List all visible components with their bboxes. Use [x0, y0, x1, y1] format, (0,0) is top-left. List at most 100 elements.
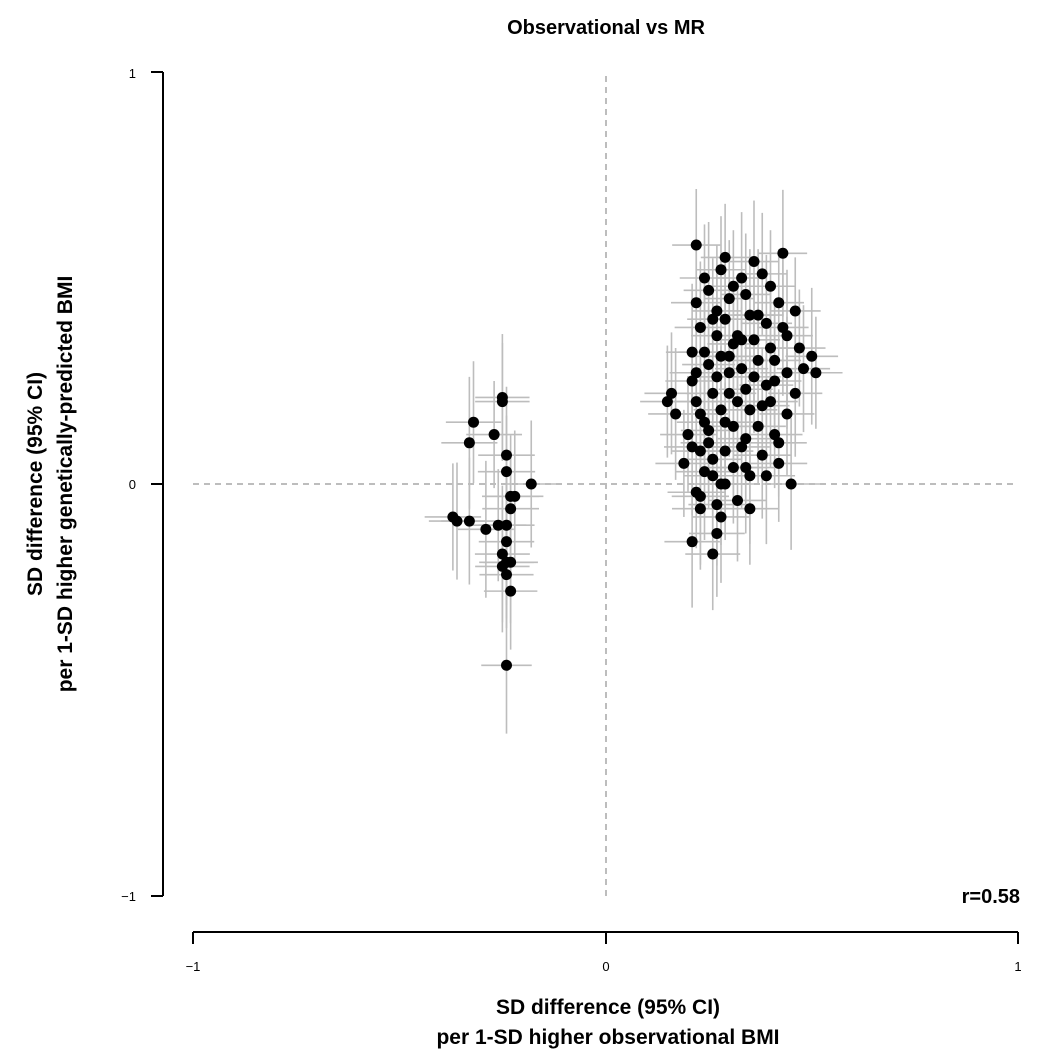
data-point [719, 251, 731, 263]
data-point [682, 429, 694, 441]
data-point [666, 387, 677, 399]
data-point [686, 375, 698, 387]
data-point [806, 350, 818, 362]
data-point [715, 350, 727, 362]
data-point [723, 387, 735, 399]
data-point [686, 536, 698, 548]
data-point [723, 293, 735, 305]
data-point [727, 462, 739, 474]
y-axis-label-line-2: per 1-SD higher genetically-predicted BM… [54, 276, 77, 693]
data-point [715, 404, 727, 416]
data-point [703, 437, 715, 449]
data-point [670, 408, 682, 420]
data-point [699, 272, 710, 284]
data-point [501, 519, 512, 531]
data-point [694, 490, 706, 502]
data-point [773, 297, 785, 309]
data-point [711, 371, 723, 383]
correlation-annotation: r=0.58 [962, 886, 1020, 908]
data-point [748, 256, 760, 268]
data-point [789, 305, 801, 317]
data-point [711, 527, 723, 539]
data-points [447, 239, 822, 671]
data-point [752, 354, 764, 366]
data-point [505, 556, 517, 568]
data-point [505, 503, 517, 515]
data-point [727, 280, 739, 292]
data-point [463, 437, 475, 449]
data-point [501, 569, 512, 581]
data-point [740, 383, 752, 395]
data-point [686, 346, 698, 358]
data-point [707, 548, 719, 560]
data-point [719, 416, 731, 428]
data-point [707, 470, 719, 482]
data-point [501, 466, 512, 478]
data-point [744, 470, 756, 482]
data-point [694, 408, 706, 420]
data-point [703, 359, 715, 371]
data-point [496, 391, 508, 403]
data-point [707, 453, 719, 465]
data-point [468, 416, 479, 428]
data-point [496, 548, 508, 560]
data-point [748, 334, 760, 346]
data-point [480, 523, 492, 535]
data-point [711, 330, 723, 342]
data-point [496, 560, 508, 572]
x-tick-label-left: −1 [186, 959, 201, 974]
y-axis-label-line-1: SD difference (95% CI) [24, 372, 47, 596]
data-point [793, 342, 805, 354]
data-point [694, 321, 706, 333]
data-point [715, 511, 727, 523]
data-point [740, 462, 752, 474]
data-point [719, 445, 731, 457]
data-point [781, 408, 793, 420]
data-point [756, 449, 768, 461]
data-point [727, 338, 739, 350]
data-point [723, 367, 735, 379]
data-point [501, 536, 512, 548]
data-point [711, 305, 723, 317]
data-point [736, 272, 748, 284]
data-point [777, 247, 789, 259]
data-point [678, 457, 690, 469]
y-tick-label-middle: 0 [129, 477, 136, 492]
data-point [740, 433, 752, 445]
data-point [756, 268, 768, 280]
data-point [703, 424, 715, 436]
data-point [765, 396, 776, 408]
data-point [769, 354, 781, 366]
chart-title: Observational vs MR [507, 17, 705, 39]
data-point [463, 515, 475, 527]
x-tick-label-middle: 0 [602, 959, 609, 974]
data-point [769, 429, 781, 441]
data-point [509, 490, 521, 502]
data-point [690, 367, 702, 379]
data-point [810, 367, 822, 379]
data-point [699, 346, 710, 358]
data-point [732, 494, 743, 506]
data-point [736, 441, 748, 453]
data-point [789, 387, 801, 399]
data-point [760, 470, 772, 482]
data-point [736, 363, 748, 375]
data-point [798, 363, 809, 375]
data-point [501, 659, 512, 671]
data-point [686, 441, 698, 453]
data-point [699, 466, 710, 478]
data-point [699, 416, 710, 428]
data-point [719, 313, 731, 325]
data-point [703, 284, 715, 296]
data-point [781, 367, 793, 379]
x-axis-label-line-1: SD difference (95% CI) [496, 996, 720, 1019]
data-point [756, 400, 768, 412]
data-point [777, 321, 789, 333]
data-point [773, 437, 785, 449]
data-point [715, 478, 727, 490]
data-point [752, 420, 764, 432]
data-point [781, 330, 793, 342]
data-point [748, 371, 760, 383]
data-point [760, 379, 772, 391]
